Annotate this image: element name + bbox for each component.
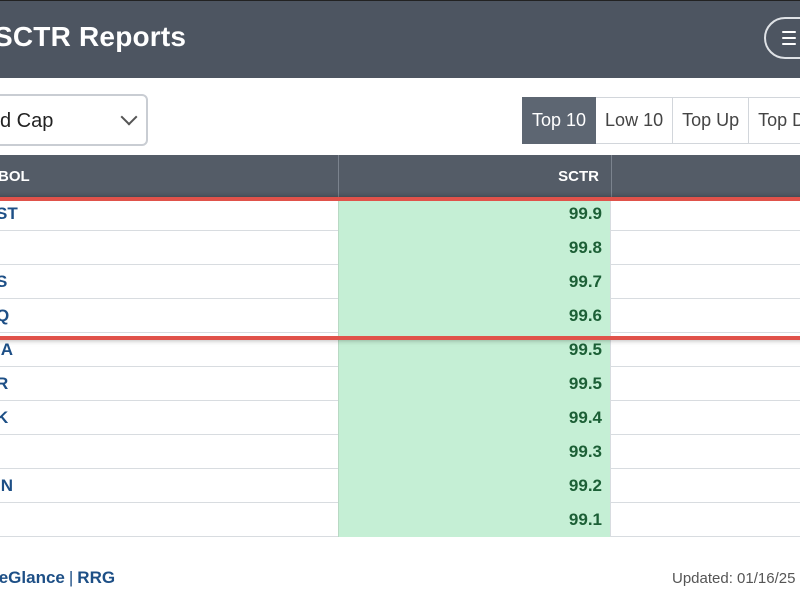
tab-1[interactable]: Low 10 (596, 97, 674, 144)
tab-3[interactable]: Top D (749, 97, 800, 144)
sctr-value: 99.1 (338, 503, 611, 537)
table-row[interactable]: IA 99.5 (0, 333, 800, 367)
table-row[interactable]: R 99.5 (0, 367, 800, 401)
symbol-link[interactable]: R (0, 374, 9, 393)
table-row[interactable]: S 99.7 (0, 265, 800, 299)
cap-size-selected-value: d Cap (0, 110, 54, 132)
symbol-link[interactable]: S (0, 272, 8, 291)
tab-0[interactable]: Top 10 (522, 97, 597, 144)
symbol-link[interactable]: ST (0, 204, 18, 223)
sctr-value: 99.9 (338, 197, 611, 231)
sctr-value: 99.5 (338, 367, 611, 401)
cap-size-select[interactable]: d Cap (0, 94, 148, 146)
footer-separator: | (68, 568, 74, 587)
column-header-sctr[interactable]: SCTR (338, 155, 611, 197)
menu-button[interactable] (764, 17, 800, 59)
hamburger-menu-icon (782, 31, 796, 45)
sctr-value: 99.6 (338, 299, 611, 333)
table-row[interactable]: K 99.4 (0, 401, 800, 435)
table-row[interactable]: IN 99.2 (0, 469, 800, 503)
sctr-value: 99.2 (338, 469, 611, 503)
table-row[interactable]: Q 99.6 (0, 299, 800, 333)
column-header-next (611, 155, 800, 197)
footer-link-glance[interactable]: leGlance (0, 568, 65, 587)
table-row[interactable]: 99.3 (0, 435, 800, 469)
column-header-symbol[interactable]: BOL (0, 168, 30, 185)
sctr-value: 99.4 (338, 401, 611, 435)
symbol-link[interactable]: I (0, 231, 1, 265)
updated-timestamp: Updated: 01/16/25 (672, 570, 796, 587)
table-header: BOL SCTR (0, 155, 800, 197)
sctr-value: 99.8 (338, 231, 611, 265)
table-body: ST99.9I99.8S99.7Q99.6IA99.5R99.5K99.499.… (0, 197, 800, 537)
symbol-link[interactable]: Q (0, 306, 10, 325)
symbol-link[interactable]: IN (0, 476, 13, 495)
sctr-value: 99.3 (338, 435, 611, 469)
table-row[interactable]: I 99.8 (0, 231, 800, 265)
sctr-table: BOL SCTR ST 99.9 I 99.8 S 99.7 Q 99.6 IA 99.5 R 99.… (0, 155, 800, 537)
sctr-value: 99.5 (338, 333, 611, 367)
tab-2[interactable]: Top Up (673, 97, 750, 144)
page-title: SCTR Reports (0, 21, 187, 52)
app-header: SCTR Reports (0, 1, 800, 78)
sctr-value: 99.7 (338, 265, 611, 299)
footer-link-rrg[interactable]: RRG (77, 568, 116, 587)
report-tabs: Top 10 Low 10 Top Up Top D (522, 97, 800, 144)
table-row[interactable]: ST 99.9 (0, 197, 800, 231)
footer-links: leGlance | RRG (0, 568, 115, 588)
table-row[interactable]: 99.1 (0, 503, 800, 537)
symbol-link[interactable]: K (0, 408, 9, 427)
symbol-link[interactable]: IA (0, 340, 13, 359)
chevron-down-icon (120, 108, 138, 126)
